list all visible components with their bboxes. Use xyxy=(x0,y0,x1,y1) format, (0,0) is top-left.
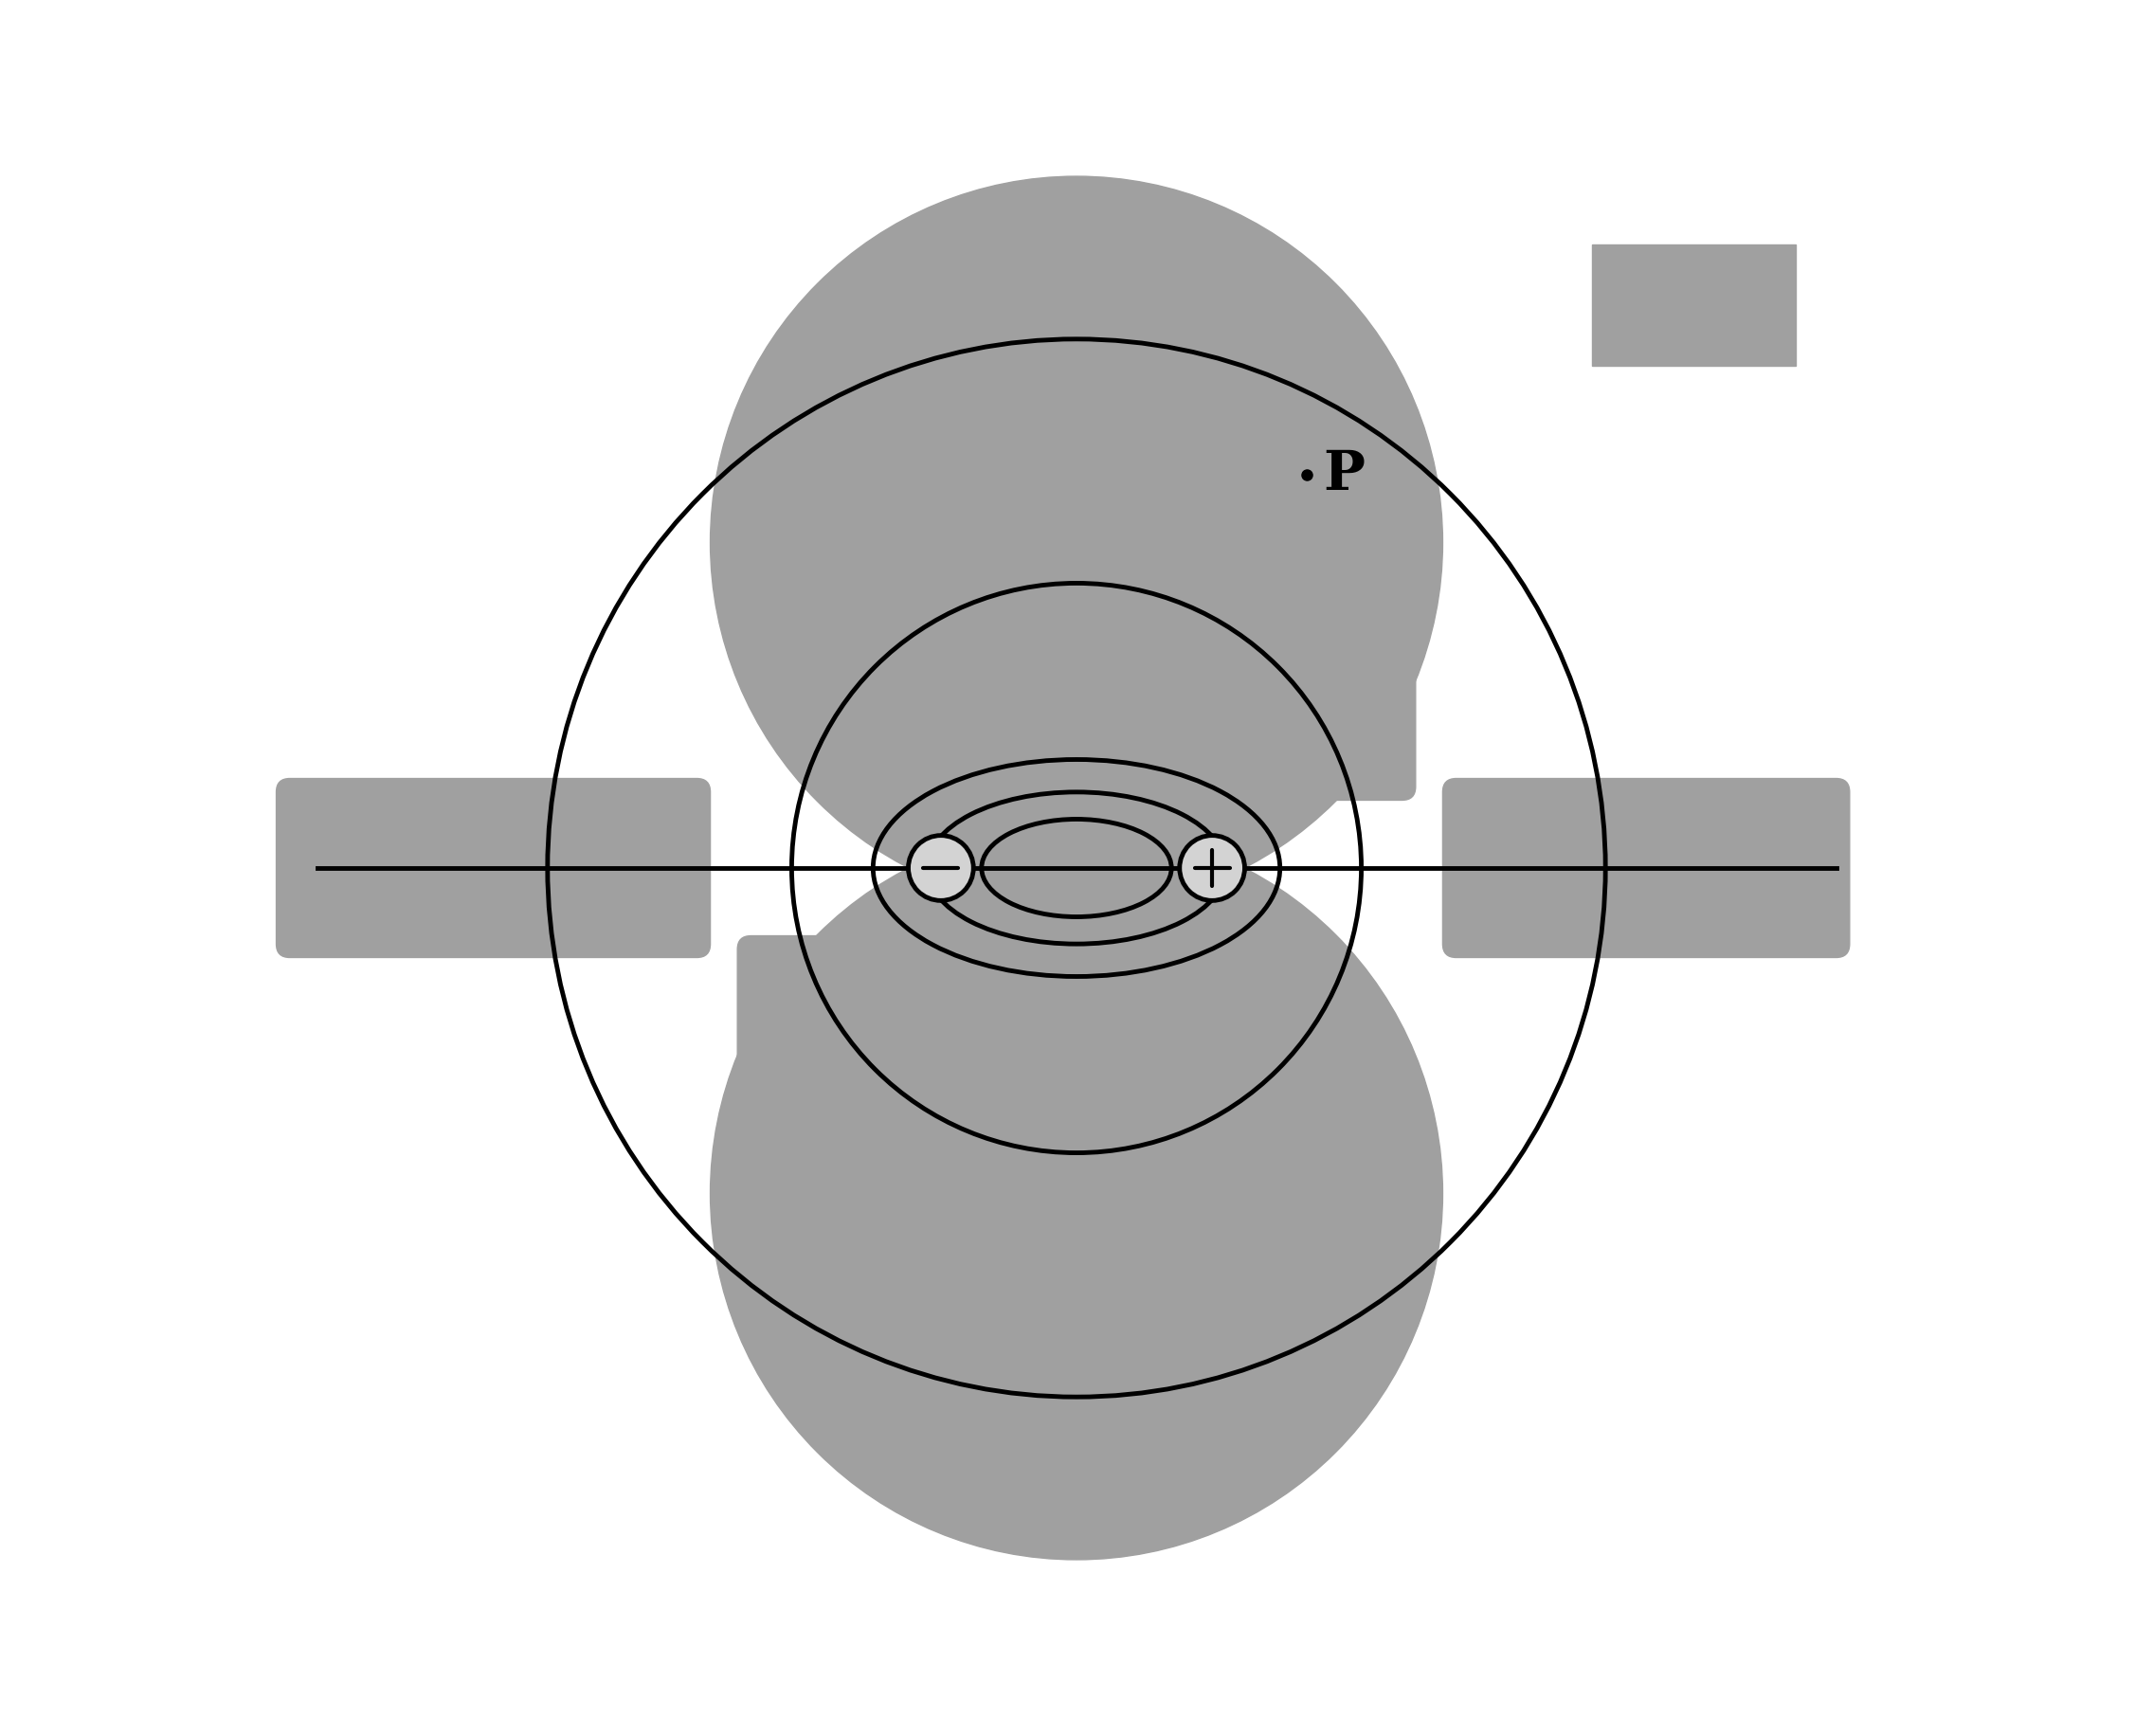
Circle shape xyxy=(710,177,1443,908)
Circle shape xyxy=(710,828,1443,1559)
Bar xyxy=(1591,245,1796,366)
FancyBboxPatch shape xyxy=(1240,665,1415,800)
FancyBboxPatch shape xyxy=(276,778,710,958)
Circle shape xyxy=(909,835,973,901)
Circle shape xyxy=(1180,835,1244,901)
FancyBboxPatch shape xyxy=(738,936,913,1071)
FancyBboxPatch shape xyxy=(1443,778,1849,958)
Text: P: P xyxy=(1324,448,1365,502)
